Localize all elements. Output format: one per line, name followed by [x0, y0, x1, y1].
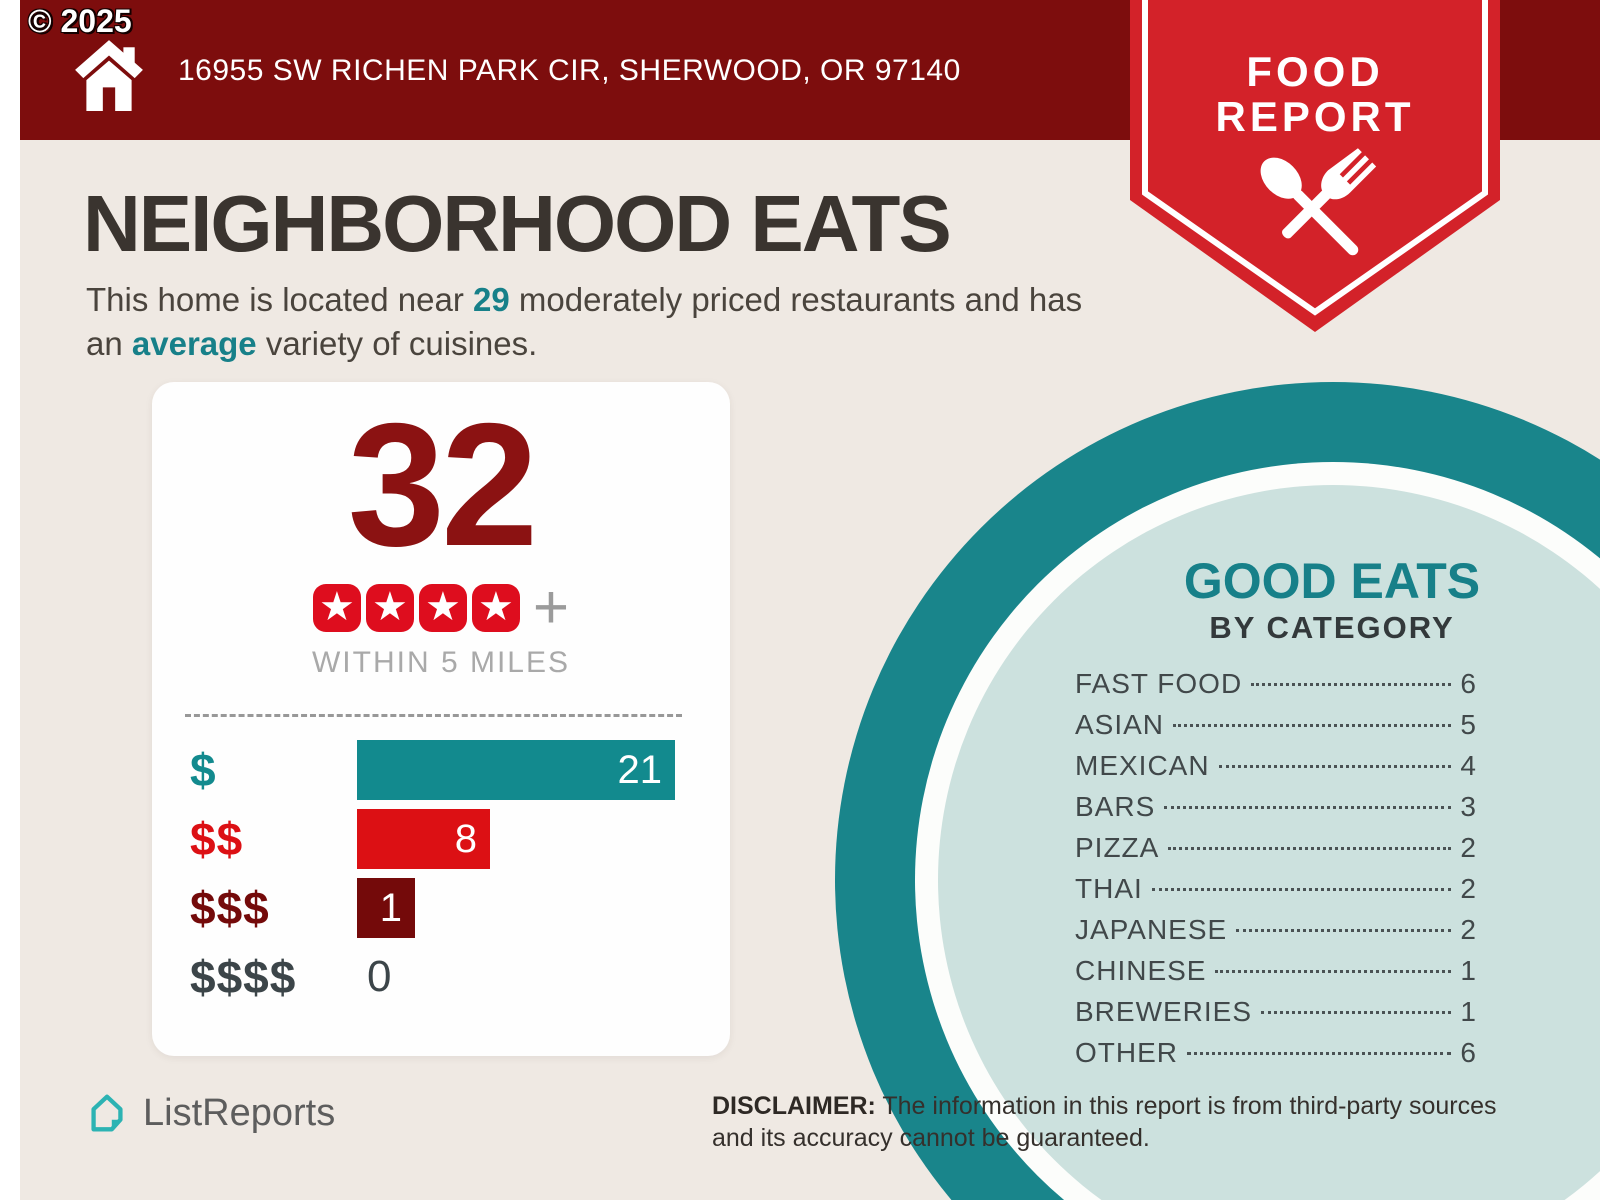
- category-value: 3: [1460, 791, 1477, 822]
- bar-value: 1: [379, 885, 402, 930]
- category-row: MEXICAN 4: [1075, 750, 1477, 791]
- plus-icon: +: [532, 573, 570, 642]
- intro-lead: This home is located near: [86, 281, 464, 318]
- category-leader: [1164, 806, 1452, 809]
- food-report-badge: FOOD REPORT: [1130, 0, 1500, 332]
- category-leader: [1173, 724, 1452, 727]
- bar-label: $$$: [190, 882, 270, 934]
- bar-label: $$: [190, 813, 244, 865]
- bar-value: 8: [454, 816, 477, 861]
- dashed-divider: [185, 714, 682, 717]
- category-value: 5: [1460, 709, 1477, 740]
- intro-tail: variety of cuisines.: [265, 324, 538, 362]
- home-icon: [75, 40, 143, 111]
- category-row: BARS 3: [1075, 791, 1477, 832]
- good-eats-subtitle: BY CATEGORY: [1209, 610, 1455, 645]
- category-value: 6: [1460, 1037, 1477, 1068]
- star-icon: [471, 584, 520, 632]
- category-row: PIZZA 2: [1075, 832, 1477, 873]
- category-leader: [1251, 683, 1452, 686]
- star-icon: [418, 584, 467, 632]
- star-rating: +: [152, 573, 730, 642]
- bar-row: $$ 8: [152, 809, 490, 869]
- badge-title-line2: REPORT: [1215, 93, 1414, 140]
- intro-text: This home is located near 29 moderately …: [86, 278, 1086, 365]
- restaurant-count-highlight: 29: [473, 281, 510, 318]
- category-row: OTHER 6: [1075, 1037, 1477, 1078]
- category-label: PIZZA: [1075, 832, 1160, 863]
- disclaimer-label: DISCLAIMER:: [712, 1092, 876, 1120]
- listreports-logo: ListReports: [84, 1088, 335, 1138]
- category-value: 4: [1460, 750, 1477, 781]
- good-eats-circle-fill: [938, 485, 1600, 1200]
- category-label: FAST FOOD: [1075, 668, 1243, 699]
- category-label: OTHER: [1075, 1037, 1178, 1068]
- category-list: FAST FOOD 6 ASIAN 5 MEXICAN 4 BARS 3 PIZ…: [1075, 668, 1477, 1078]
- category-leader: [1187, 1052, 1452, 1055]
- category-value: 6: [1460, 668, 1477, 699]
- category-leader: [1168, 847, 1452, 850]
- category-row: JAPANESE 2: [1075, 914, 1477, 955]
- category-row: BREWERIES 1: [1075, 996, 1477, 1037]
- bar: 8: [357, 809, 490, 869]
- bar-row: $$$ 1: [152, 878, 415, 938]
- category-label: ASIAN: [1075, 709, 1165, 740]
- bar-label: $$$$: [190, 951, 297, 1003]
- utensils-icon: [1260, 148, 1377, 256]
- category-leader: [1218, 765, 1452, 768]
- category-leader: [1151, 888, 1452, 891]
- category-row: ASIAN 5: [1075, 709, 1477, 750]
- bar: 21: [357, 740, 675, 800]
- page-title: NEIGHBORHOOD EATS: [83, 179, 952, 268]
- copyright-text: © 2025: [28, 3, 132, 39]
- star-icon: [365, 584, 414, 632]
- category-row: FAST FOOD 6: [1075, 668, 1477, 709]
- listreports-icon: [91, 1094, 123, 1132]
- category-label: BARS: [1075, 791, 1156, 822]
- bar-label: $: [190, 744, 217, 796]
- category-row: THAI 2: [1075, 873, 1477, 914]
- category-value: 1: [1460, 955, 1477, 986]
- category-leader: [1236, 929, 1452, 932]
- category-label: JAPANESE: [1075, 914, 1228, 945]
- category-label: CHINESE: [1075, 955, 1207, 986]
- bar-row: $$$$ 0: [152, 947, 391, 1007]
- category-value: 2: [1460, 873, 1477, 904]
- category-row: CHINESE 1: [1075, 955, 1477, 996]
- category-leader: [1215, 970, 1452, 973]
- variety-highlight: average: [131, 324, 257, 362]
- category-value: 2: [1460, 914, 1477, 945]
- category-value: 1: [1460, 996, 1477, 1027]
- intro-mid: moderately priced restaurants and has an: [86, 281, 1083, 362]
- category-value: 2: [1460, 832, 1477, 863]
- category-label: BREWERIES: [1075, 996, 1253, 1027]
- property-address: 16955 SW RICHEN PARK CIR, SHERWOOD, OR 9…: [178, 54, 961, 87]
- star-icon: [312, 584, 361, 632]
- badge-title-line1: FOOD: [1246, 48, 1383, 95]
- restaurant-total: 32: [347, 388, 539, 583]
- listreports-name: ListReports: [143, 1091, 336, 1134]
- good-eats-title: GOOD EATS: [1183, 553, 1481, 609]
- radius-label: WITHIN 5 MILES: [311, 646, 571, 679]
- bar: 1: [357, 878, 415, 938]
- bar-value: 21: [617, 747, 663, 792]
- category-leader: [1261, 1011, 1452, 1014]
- summary-card: 32 + WITHIN 5 MILES $ 21 $$ 8 $$$ 1 $: [152, 382, 730, 1056]
- disclaimer-text: The information in this report is from t…: [712, 1092, 1497, 1152]
- disclaimer: DISCLAIMER: The information in this repo…: [712, 1090, 1500, 1154]
- category-label: THAI: [1075, 873, 1143, 904]
- category-label: MEXICAN: [1075, 750, 1210, 781]
- bar-row: $ 21: [152, 740, 675, 800]
- bar-value: 0: [367, 952, 392, 1001]
- left-edge-strip: [0, 0, 20, 1200]
